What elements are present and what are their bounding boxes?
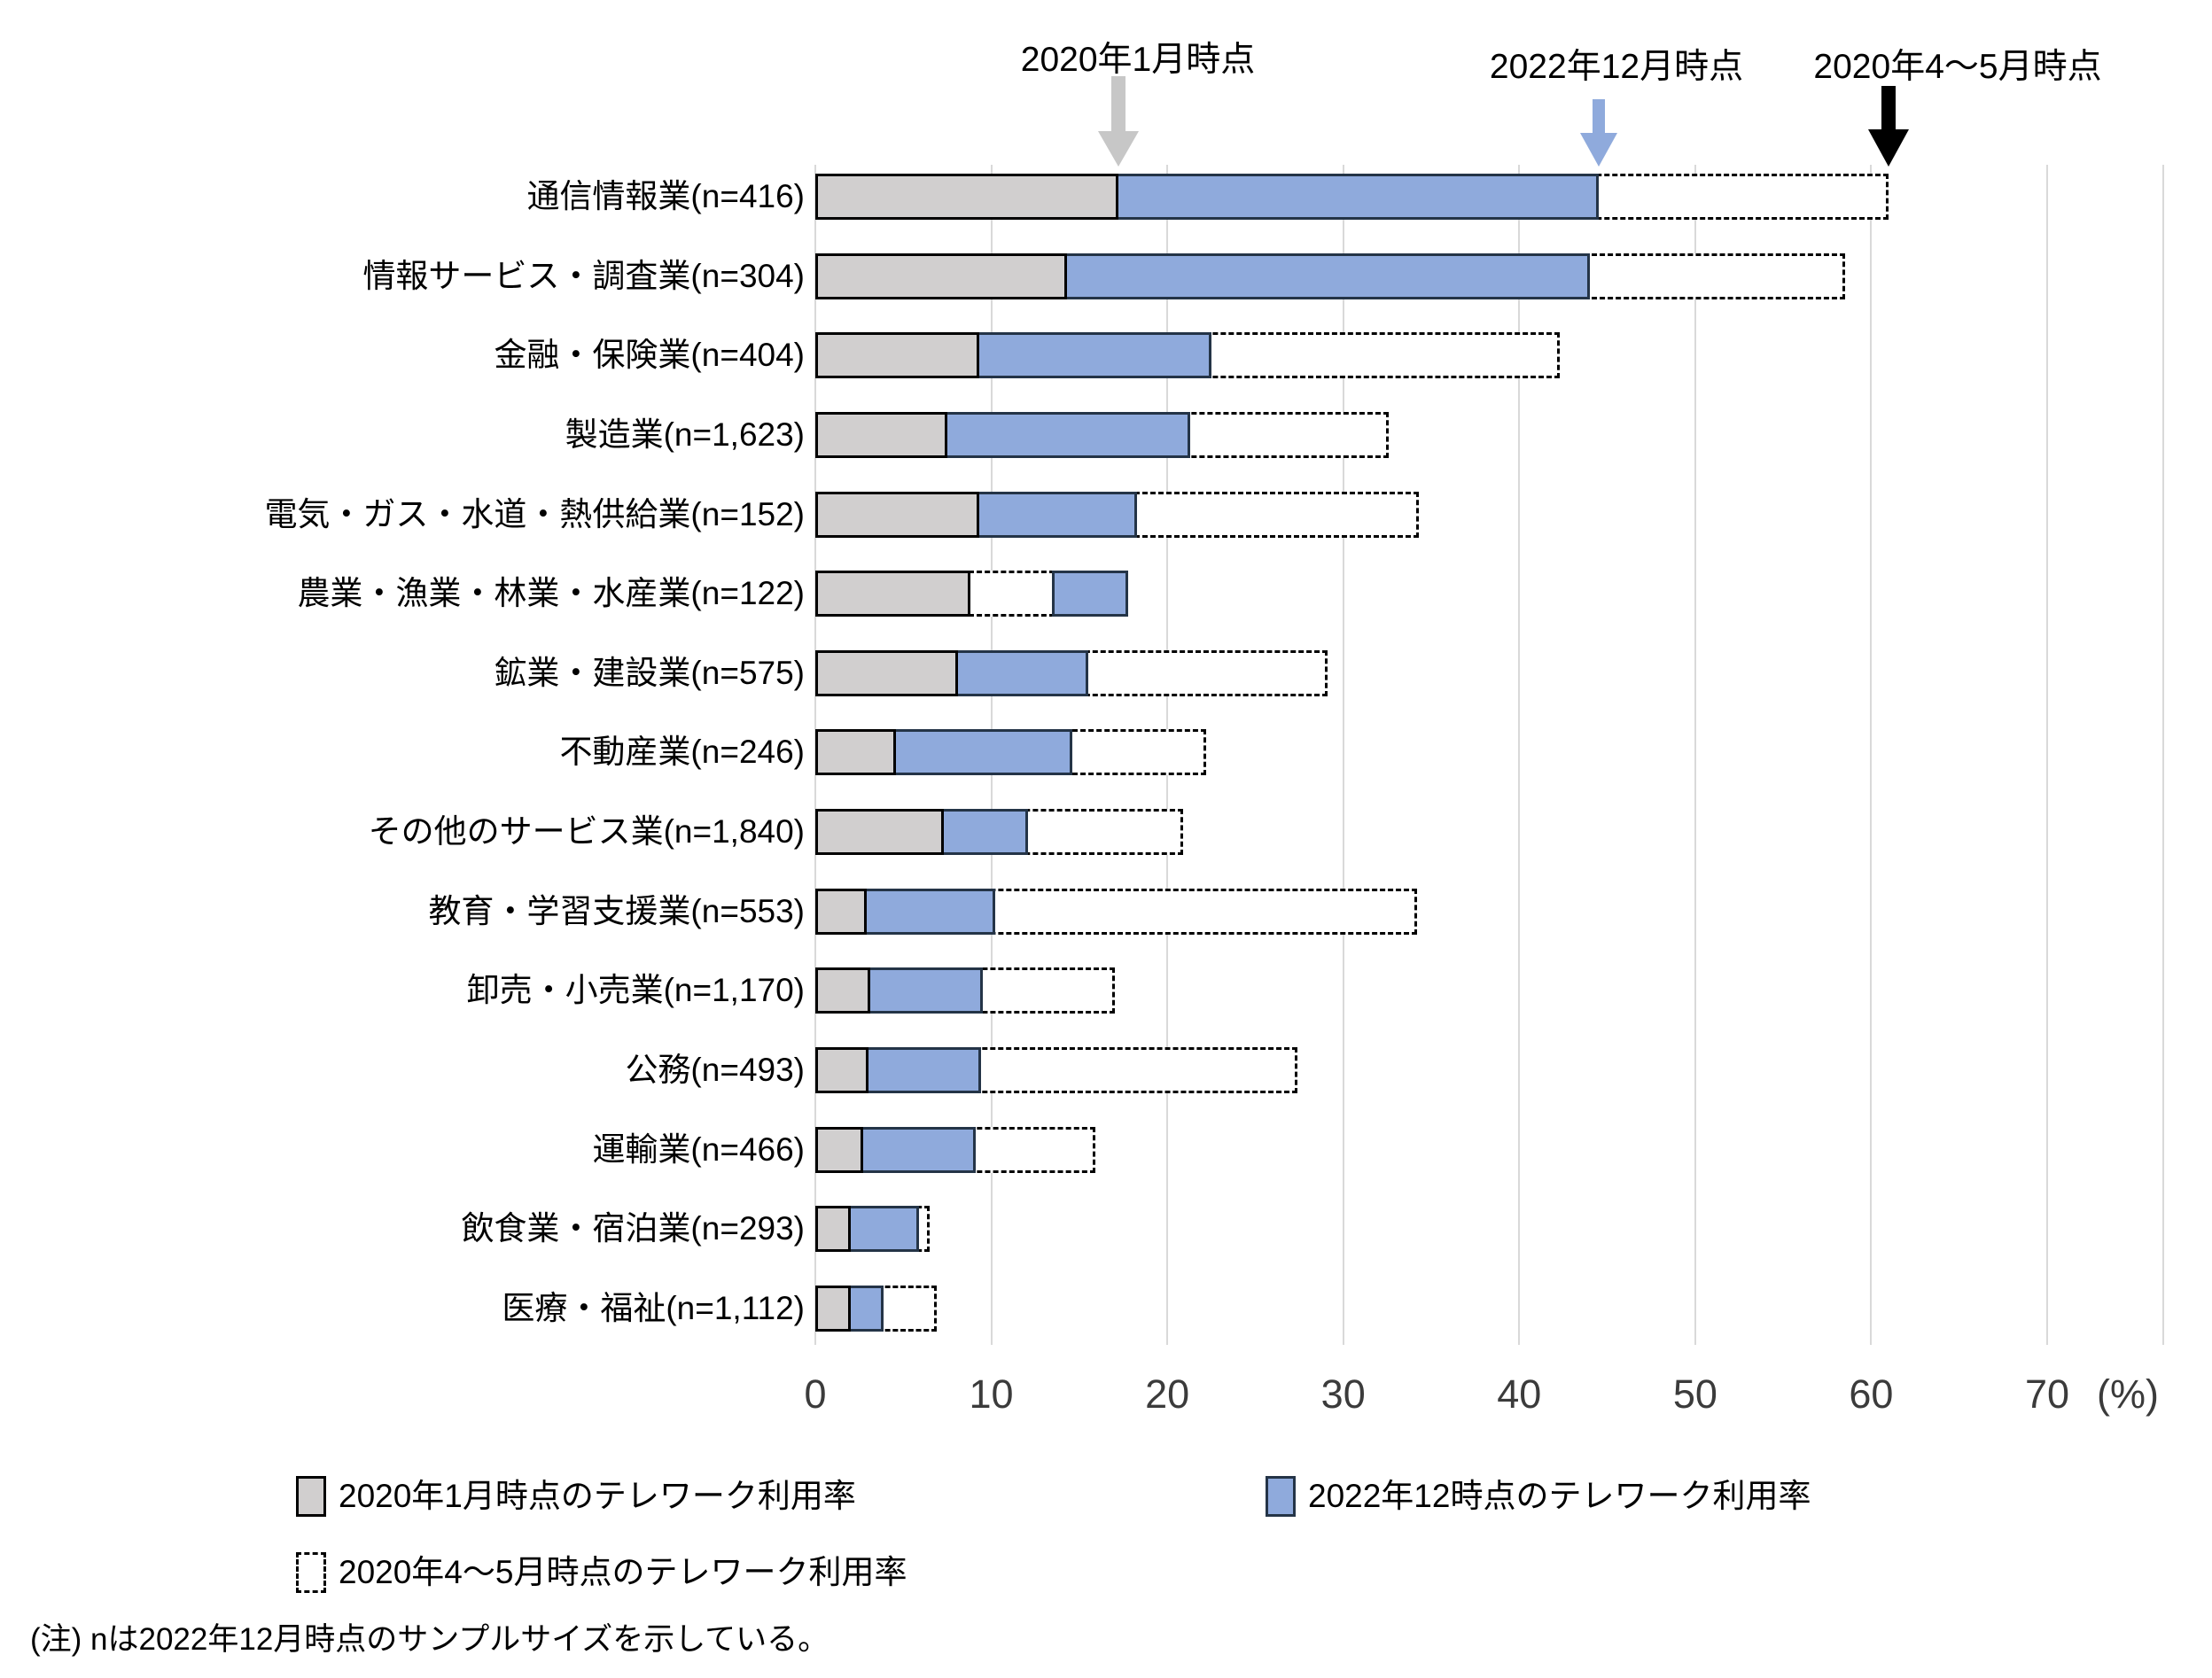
x-tick-70: 70 — [2024, 1371, 2070, 1417]
bar-jan-2020 — [815, 412, 947, 458]
bar-jan-2020 — [815, 729, 897, 775]
category-label: 鉱業・建設業(n=575) — [494, 655, 805, 691]
arrow-head-0 — [1097, 131, 1139, 167]
bar-jan-2020 — [815, 650, 958, 696]
annotation-apr-may-2020: 2020年4〜5月時点 — [1813, 48, 2102, 86]
arrow-shaft-2 — [1881, 86, 1897, 129]
legend-swatch-dashed — [296, 1552, 326, 1593]
legend-label-apr-may-2020: 2020年4〜5月時点のテレワーク利用率 — [339, 1554, 907, 1590]
x-tick-20: 20 — [1145, 1371, 1190, 1417]
bar-row — [815, 809, 2212, 855]
x-tick-0: 0 — [804, 1371, 827, 1417]
category-label: 電気・ガス・水道・熱供給業(n=152) — [264, 496, 805, 532]
bar-jan-2020 — [815, 1206, 851, 1252]
category-label: 不動産業(n=246) — [559, 734, 805, 770]
bar-row — [815, 1206, 2212, 1252]
category-label: 運輸業(n=466) — [592, 1131, 805, 1168]
bar-row — [815, 650, 2212, 696]
arrow-head-1 — [1579, 133, 1617, 167]
x-tick-50: 50 — [1672, 1371, 1717, 1417]
category-label: 金融・保険業(n=404) — [494, 337, 805, 373]
category-label: 公務(n=493) — [625, 1052, 805, 1088]
bar-jan-2020 — [815, 967, 870, 1014]
x-tick-10: 10 — [969, 1371, 1014, 1417]
bar-jan-2020 — [815, 253, 1067, 299]
bar-row — [815, 1127, 2212, 1173]
category-label: 教育・学習支援業(n=553) — [428, 893, 805, 929]
bar-row — [815, 729, 2212, 775]
gridline-30 — [1342, 165, 1344, 1345]
x-tick-30: 30 — [1320, 1371, 1366, 1417]
bar-jan-2020 — [815, 1286, 851, 1332]
bar-row — [815, 1047, 2212, 1093]
bar-jan-2020 — [815, 492, 979, 538]
bar-row — [815, 174, 2212, 220]
category-label: 製造業(n=1,623) — [565, 416, 805, 453]
arrow-shaft-0 — [1110, 76, 1125, 131]
category-label: 飲食業・宿泊業(n=293) — [461, 1210, 805, 1247]
bar-row — [815, 1286, 2212, 1332]
category-label: 情報サービス・調査業(n=304) — [362, 258, 805, 294]
bar-jan-2020 — [815, 1127, 863, 1173]
arrow-shaft-1 — [1592, 99, 1605, 133]
category-label: 卸売・小売業(n=1,170) — [466, 972, 805, 1008]
legend-swatch-blue — [1266, 1476, 1296, 1517]
bar-jan-2020 — [815, 809, 944, 855]
bar-row — [815, 571, 2212, 617]
bar-jan-2020 — [815, 174, 1118, 220]
annotation-jan-2020: 2020年1月時点 — [1020, 41, 1256, 79]
bar-jan-2020 — [815, 889, 867, 935]
bar-row — [815, 412, 2212, 458]
legend-label-jan-2020: 2020年1月時点のテレワーク利用率 — [339, 1478, 856, 1514]
legend-label-dec-2022: 2022年12時点のテレワーク利用率 — [1308, 1478, 1811, 1514]
x-axis-unit-label: (%) — [2097, 1371, 2159, 1417]
bar-row — [815, 332, 2212, 378]
bar-row — [815, 889, 2212, 935]
bar-row — [815, 253, 2212, 299]
gridline-50 — [1694, 165, 1696, 1345]
x-tick-40: 40 — [1497, 1371, 1542, 1417]
category-label: その他のサービス業(n=1,840) — [368, 813, 805, 850]
category-label: 通信情報業(n=416) — [526, 178, 805, 214]
category-label: 農業・漁業・林業・水産業(n=122) — [297, 575, 805, 611]
plot-right-border — [2162, 165, 2164, 1345]
footnote: (注) nは2022年12月時点のサンプルサイズを示している。 — [30, 1622, 830, 1657]
gridline-70 — [2045, 165, 2048, 1345]
annotation-dec-2022: 2022年12月時点 — [1489, 48, 1744, 86]
bar-row — [815, 967, 2212, 1014]
legend-swatch-gray — [296, 1476, 326, 1517]
x-tick-60: 60 — [1849, 1371, 1894, 1417]
bar-jan-2020 — [815, 1047, 868, 1093]
bar-jan-2020 — [815, 332, 979, 378]
gridline-40 — [1518, 165, 1521, 1345]
bar-jan-2020 — [815, 571, 970, 617]
bar-row — [815, 492, 2212, 538]
gridline-60 — [1870, 165, 1873, 1345]
category-label: 医療・福祉(n=1,112) — [502, 1290, 805, 1326]
arrow-head-2 — [1868, 129, 1910, 167]
bar-dec-2022 — [1052, 571, 1129, 617]
